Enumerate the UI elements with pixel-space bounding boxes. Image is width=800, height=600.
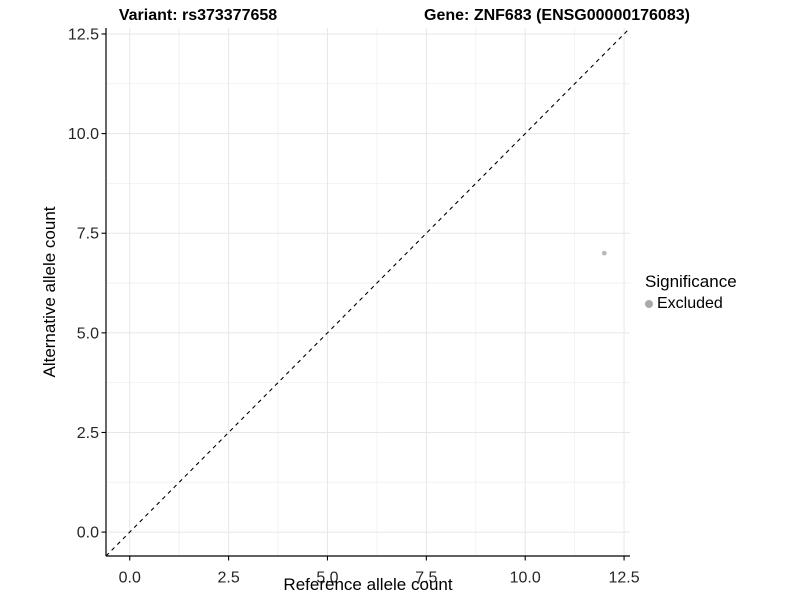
x-tick-label: 0.0 bbox=[119, 570, 141, 587]
y-tick-label: 7.5 bbox=[77, 226, 99, 243]
plot-title-variant: Variant: rs373377658 bbox=[118, 7, 278, 24]
y-tick-label: 12.5 bbox=[68, 26, 99, 43]
y-tick-label: 5.0 bbox=[77, 325, 99, 342]
data-point bbox=[601, 250, 607, 256]
x-tick-label: 12.5 bbox=[608, 570, 639, 587]
plot-title-gene: Gene: ZNF683 (ENSG00000176083) bbox=[424, 7, 690, 24]
y-axis-title: Alternative allele count bbox=[40, 206, 59, 378]
y-tick-label: 2.5 bbox=[77, 425, 99, 442]
legend: Significance Excluded bbox=[645, 272, 737, 313]
x-tick-label: 5.0 bbox=[316, 570, 338, 587]
legend-item-label: Excluded bbox=[657, 295, 723, 312]
x-tick-label: 10.0 bbox=[510, 570, 541, 587]
identity-line bbox=[105, 27, 631, 557]
y-tick-label: 10.0 bbox=[68, 126, 99, 143]
legend-item-excluded: Excluded bbox=[645, 294, 737, 313]
x-axis-title: Reference allele count bbox=[283, 575, 453, 594]
legend-title: Significance bbox=[645, 272, 737, 291]
y-tick-label: 0.0 bbox=[77, 525, 99, 542]
x-tick-label: 7.5 bbox=[415, 570, 437, 587]
x-tick-label: 2.5 bbox=[217, 570, 239, 587]
legend-point-icon bbox=[645, 299, 653, 308]
